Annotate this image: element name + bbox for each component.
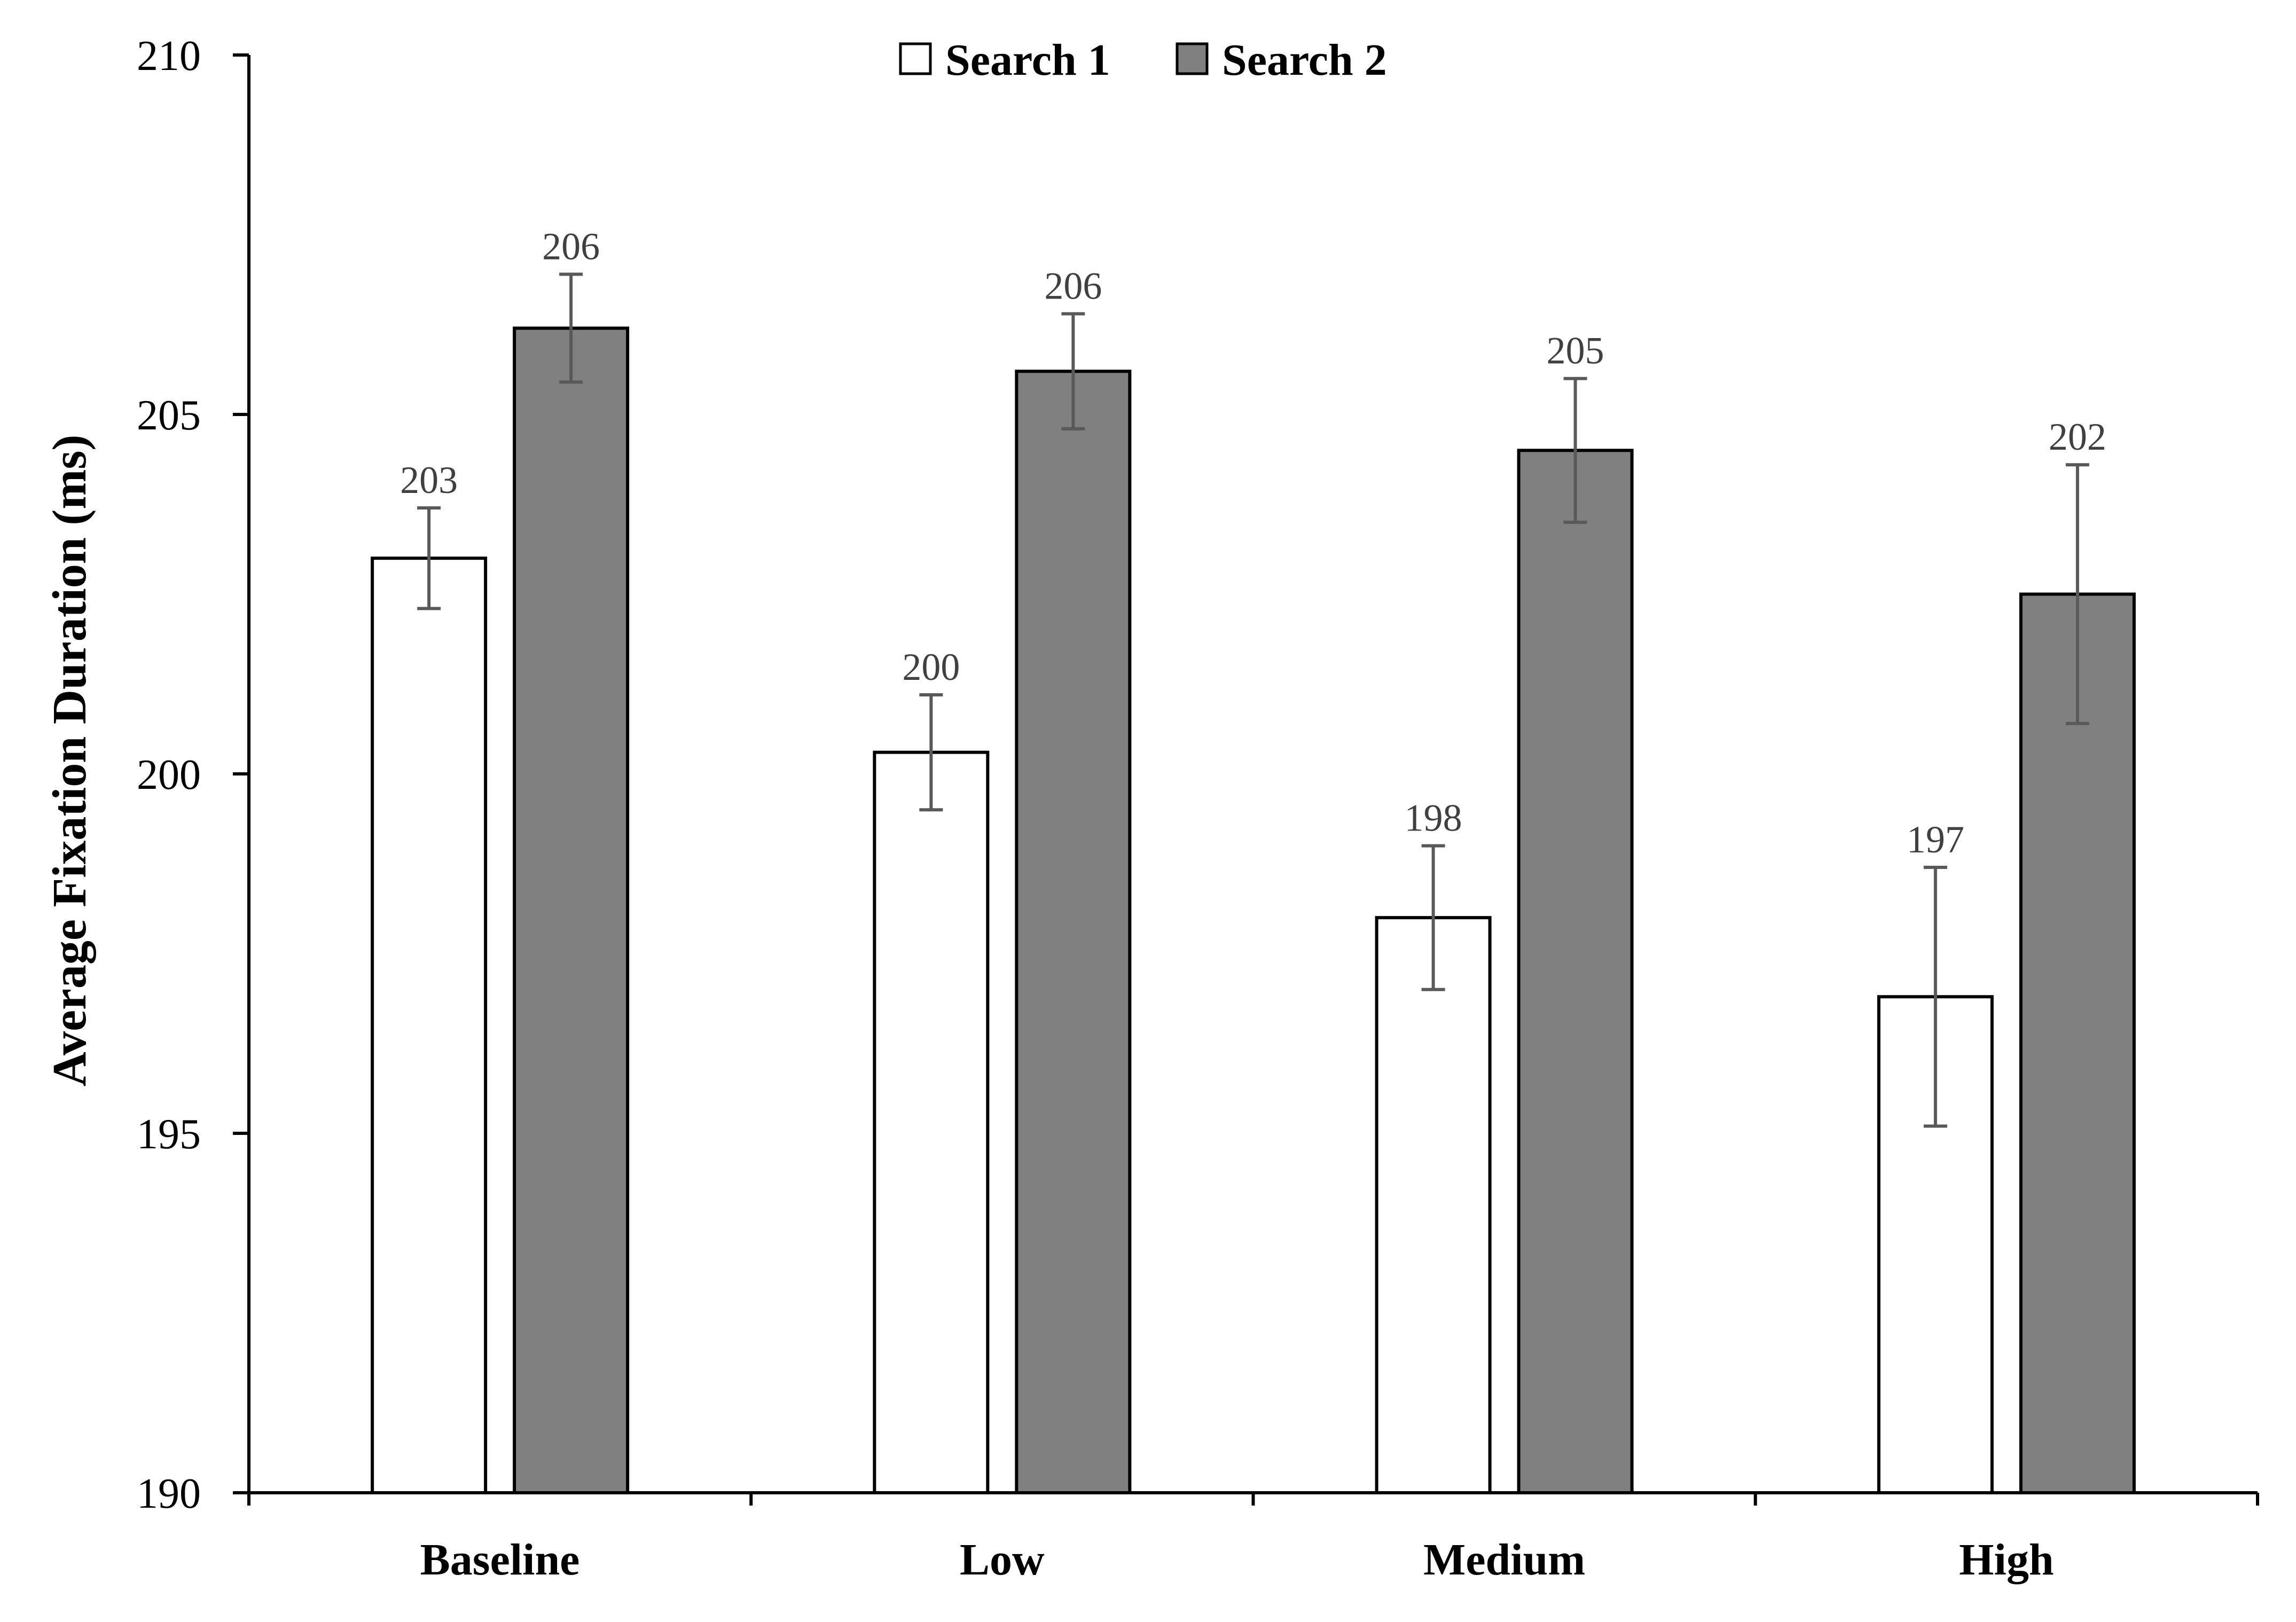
error-bar-search-2-medium: [1563, 377, 1587, 524]
error-bar-search-2-baseline: [559, 272, 583, 384]
y-tick-label-210: 210: [137, 33, 201, 80]
legend-swatch-search-2: [1176, 42, 1209, 75]
axes-group: Baseline Low Medium High 190 195 200 205 210: [137, 33, 2259, 1585]
y-tick-label-205: 205: [137, 392, 201, 439]
bar-search-2-baseline: [513, 326, 630, 1494]
y-axis-label: Average Fixation Duration (ms): [43, 435, 96, 1087]
data-label-search-2-baseline: 206: [542, 225, 600, 268]
error-bar-search-1-medium: [1421, 844, 1445, 991]
legend-label-search-2: Search 2: [1222, 35, 1387, 85]
data-label-search-1-low: 200: [902, 646, 960, 688]
data-label-search-2-medium: 205: [1547, 330, 1604, 372]
x-tick-label-medium: Medium: [1423, 1535, 1585, 1585]
legend: Search 1 Search 2: [899, 35, 1387, 85]
legend-label-search-1: Search 1: [945, 35, 1110, 85]
y-tick-label-190: 190: [137, 1470, 201, 1517]
error-bars-group: [417, 272, 2089, 1128]
bars-group: [371, 326, 2136, 1494]
x-tick-label-high: High: [1959, 1535, 2054, 1585]
bar-search-2-low: [1015, 370, 1132, 1494]
error-bar-search-2-high: [2065, 463, 2089, 725]
data-label-search-2-high: 202: [2049, 416, 2106, 458]
data-label-search-1-medium: 198: [1405, 797, 1462, 840]
data-label-search-1-high: 197: [1907, 818, 1964, 861]
bar-search-1-baseline: [371, 557, 488, 1494]
error-bar-search-1-low: [919, 693, 943, 812]
data-label-search-1-baseline: 203: [400, 459, 458, 502]
data-label-search-2-low: 206: [1044, 265, 1102, 308]
bar-search-1-medium: [1375, 916, 1492, 1494]
error-bar-search-1-high: [1923, 865, 1947, 1128]
y-tick-label-195: 195: [137, 1111, 201, 1158]
y-tick-label-200: 200: [137, 751, 201, 798]
x-tick-label-low: Low: [960, 1535, 1045, 1585]
error-bar-search-2-low: [1061, 312, 1085, 430]
error-bar-search-1-baseline: [417, 506, 441, 610]
x-tick-label-baseline: Baseline: [420, 1535, 580, 1585]
legend-swatch-search-1: [899, 42, 932, 75]
bar-search-2-medium: [1517, 449, 1634, 1494]
bar-search-1-low: [873, 750, 990, 1494]
bar-search-2-high: [2019, 592, 2136, 1494]
data-labels-group: 203 206 200 206 198 205 197 202: [400, 225, 2106, 861]
